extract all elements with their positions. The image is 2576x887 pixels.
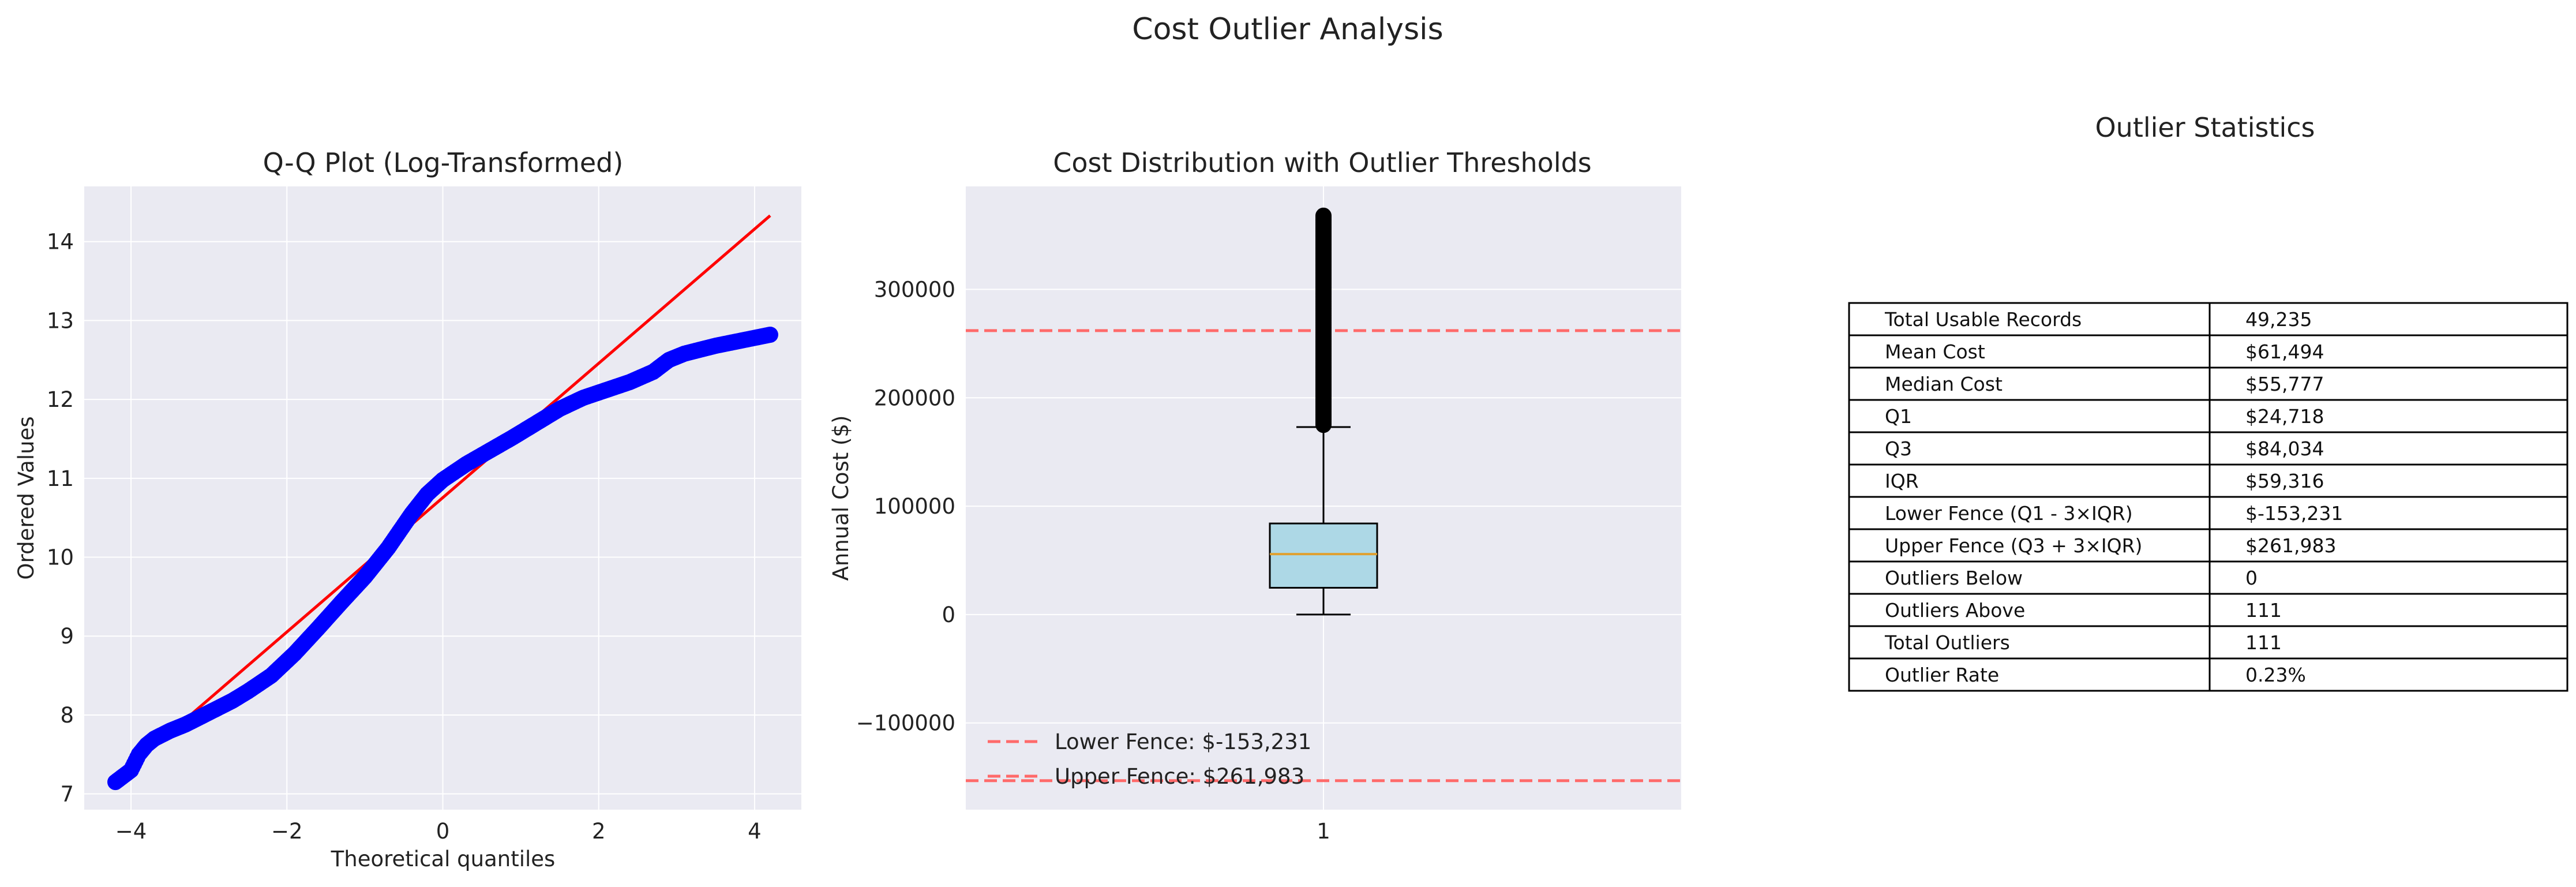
table-row: Total Usable Records 49,235 <box>1848 302 2568 336</box>
table-cell-label-bg <box>1848 496 2211 530</box>
box-iqr-rect <box>1269 522 1378 589</box>
qq-y-tick-label: 12 <box>47 387 74 412</box>
qq-ylabel: Ordered Values <box>14 416 39 579</box>
table-row: Median Cost $55,777 <box>1848 366 2568 401</box>
qq-y-tick-label: 8 <box>60 703 74 728</box>
box-y-tick-label: 0 <box>942 602 955 627</box>
qq-y-tick-label: 10 <box>47 545 74 570</box>
table-cell-label-bg <box>1848 593 2211 627</box>
table-cell-value-bg <box>2208 593 2568 627</box>
table-row: Outliers Above 111 <box>1848 593 2568 627</box>
box-y-tick-label: 100000 <box>874 494 955 519</box>
qq-x-tick-label: −2 <box>271 819 303 844</box>
table-cell-label: Outliers Above <box>1885 599 2025 622</box>
table-row: Outlier Rate 0.23% <box>1848 657 2568 692</box>
table-cell-value: $61,494 <box>2245 340 2324 363</box>
qq-x-tick-label: 2 <box>592 819 606 844</box>
qq-y-tick-label: 11 <box>47 466 74 491</box>
table-cell-value: 111 <box>2245 599 2282 622</box>
table-cell-value-bg <box>2208 302 2568 336</box>
qq-y-tick-label: 13 <box>47 308 74 333</box>
table-row: Mean Cost $61,494 <box>1848 334 2568 369</box>
qq-x-tick-label: −4 <box>115 819 147 844</box>
qq-y-tick-label: 7 <box>60 782 74 807</box>
box-outlier-point <box>1315 207 1332 224</box>
box-plot-panel: Cost Distribution with Outlier Threshold… <box>828 147 1681 844</box>
table-cell-value: $84,034 <box>2245 437 2324 460</box>
table-cell-value-bg <box>2208 560 2568 595</box>
table-cell-value-bg <box>2208 366 2568 401</box>
table-cell-label: Total Usable Records <box>1884 308 2082 331</box>
table-cell-value: 0 <box>2245 567 2258 589</box>
box-y-tick-label: −100000 <box>856 711 955 736</box>
qq-y-tick-label: 14 <box>47 230 74 255</box>
table-cell-label: Q1 <box>1885 405 1912 428</box>
table-cell-label: Lower Fence (Q1 - 3×IQR) <box>1885 502 2133 525</box>
table-cell-label-bg <box>1848 528 2211 563</box>
table-cell-label: Outliers Below <box>1885 567 2023 589</box>
box-y-tick-label: 200000 <box>874 386 955 410</box>
qq-y-tick-label: 9 <box>60 624 74 649</box>
table-cell-value-bg <box>2208 463 2568 498</box>
table-cell-value: $59,316 <box>2245 470 2324 492</box>
qq-reference-line <box>130 214 771 768</box>
table-cell-value: 0.23% <box>2245 664 2306 686</box>
qq-xlabel: Theoretical quantiles <box>331 847 556 871</box>
table-cell-label-bg <box>1848 431 2211 466</box>
table-cell-label-bg <box>1848 657 2211 692</box>
table-cell-label-bg <box>1848 399 2211 433</box>
qq-data-point <box>762 327 778 343</box>
table-cell-value-bg <box>2208 657 2568 692</box>
table-cell-label: Q3 <box>1885 437 1912 460</box>
table-cell-value-bg <box>2208 399 2568 433</box>
qq-x-tick-label: 4 <box>748 819 762 844</box>
table-cell-value-bg <box>2208 334 2568 369</box>
table-row: Outliers Below 0 <box>1848 560 2568 595</box>
legend-upper-fence-label: Upper Fence: $261,983 <box>1055 764 1304 789</box>
box-plot-title: Cost Distribution with Outlier Threshold… <box>1053 147 1592 178</box>
table-cell-label: Median Cost <box>1885 373 2003 395</box>
qq-x-tick-label: 0 <box>436 819 450 844</box>
table-cell-label: IQR <box>1885 470 1919 492</box>
table-cell-value: $-153,231 <box>2245 502 2343 525</box>
table-cell-label: Mean Cost <box>1885 340 1985 363</box>
table-cell-value-bg <box>2208 528 2568 563</box>
figure-title: Cost Outlier Analysis <box>1132 12 1443 47</box>
table-row: Lower Fence (Q1 - 3×IQR) $-153,231 <box>1848 496 2568 530</box>
stats-table-title: Outlier Statistics <box>2095 112 2315 143</box>
table-row: Total Outliers 111 <box>1848 625 2568 660</box>
table-cell-label: Upper Fence (Q3 + 3×IQR) <box>1885 534 2142 557</box>
table-cell-value: 111 <box>2245 631 2282 654</box>
table-row: Q3 $84,034 <box>1848 431 2568 466</box>
table-row: IQR $59,316 <box>1848 463 2568 498</box>
qq-plot-panel: Q-Q Plot (Log-Transformed) −4 −2 0 2 4 7 8 9 10 1… <box>14 147 801 871</box>
table-row: Upper Fence (Q3 + 3×IQR) $261,983 <box>1848 528 2568 563</box>
table-cell-label: Outlier Rate <box>1885 664 1999 686</box>
table-cell-value: 49,235 <box>2245 308 2312 331</box>
box-y-tick-label: 300000 <box>874 277 955 302</box>
table-cell-label-bg <box>1848 334 2211 369</box>
table-cell-label: Total Outliers <box>1884 631 2010 654</box>
stats-table-panel: Outlier Statistics Total Usable Records 4… <box>1848 112 2568 692</box>
table-cell-value: $24,718 <box>2245 405 2324 428</box>
box-x-tick-label: 1 <box>1317 819 1330 844</box>
table-cell-value-bg <box>2208 625 2568 660</box>
qq-plot-title: Q-Q Plot (Log-Transformed) <box>263 147 624 178</box>
box-ylabel: Annual Cost ($) <box>828 416 853 581</box>
table-cell-value: $55,777 <box>2245 373 2324 395</box>
table-cell-value: $261,983 <box>2245 534 2336 557</box>
table-cell-label-bg <box>1848 560 2211 595</box>
legend-lower-fence-label: Lower Fence: $-153,231 <box>1055 729 1311 754</box>
table-cell-label-bg <box>1848 302 2211 336</box>
table-row: Q1 $24,718 <box>1848 399 2568 433</box>
